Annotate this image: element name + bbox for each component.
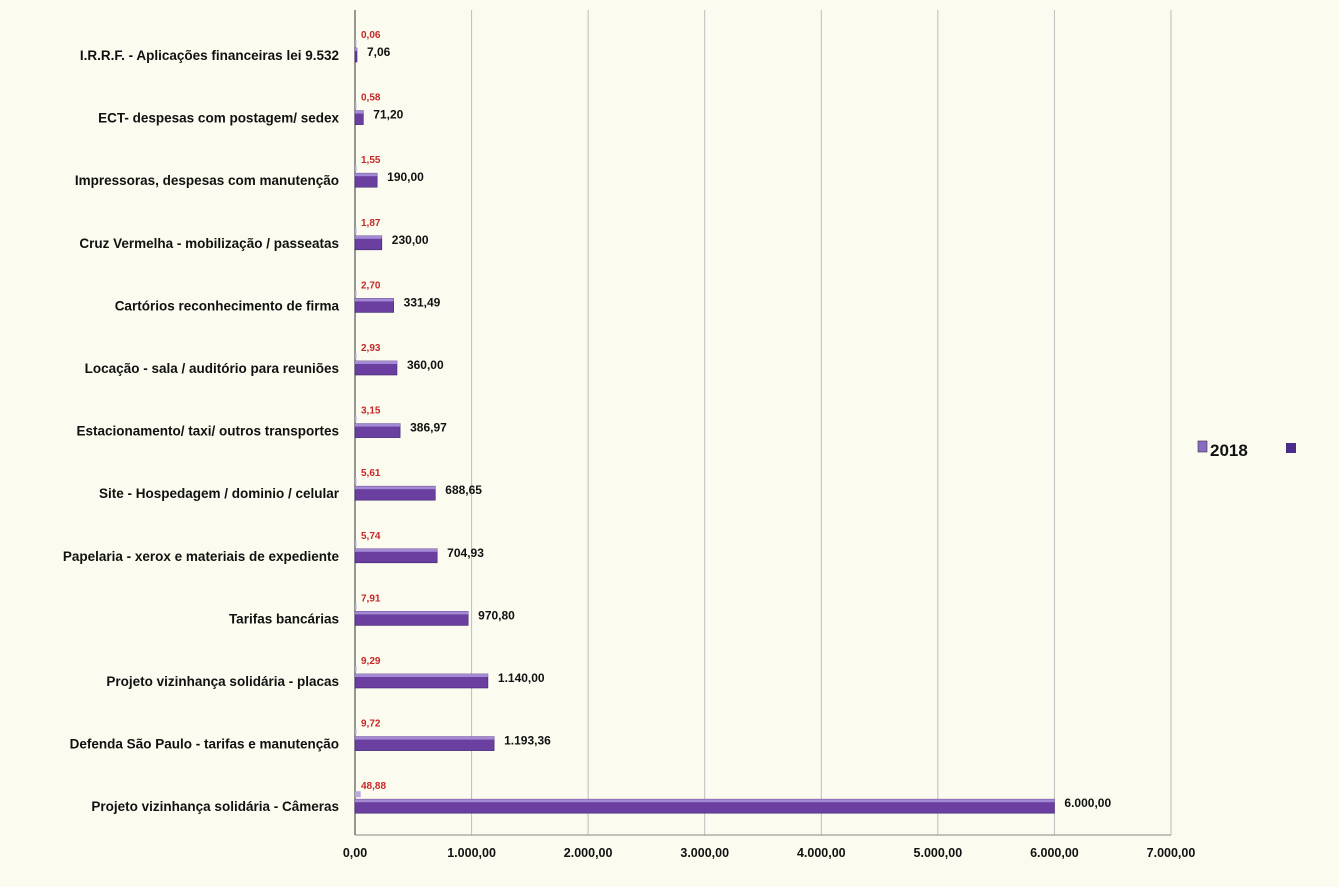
bar-highlight: [355, 298, 394, 302]
x-tick-label: 2.000,00: [564, 846, 613, 860]
value-label: 386,97: [410, 421, 447, 435]
labels: I.R.R.F. - Aplicações financeiras lei 9.…: [63, 30, 1112, 814]
category-label: Cruz Vermelha - mobilização / passeatas: [79, 236, 339, 251]
value-label: 1.140,00: [498, 671, 545, 685]
percent-label: 1,87: [361, 218, 381, 229]
value-label: 1.193,36: [504, 734, 551, 748]
value-label: 6.000,00: [1064, 796, 1111, 810]
percent-label: 9,72: [361, 719, 381, 730]
category-label: Defenda São Paulo - tarifas e manutenção: [70, 737, 339, 752]
value-label: 190,00: [387, 170, 424, 184]
category-label: Locação - sala / auditório para reuniões: [85, 361, 339, 376]
legend-swatch: [1197, 440, 1208, 453]
percent-label: 5,61: [361, 468, 381, 479]
category-label: Cartórios reconhecimento de firma: [115, 298, 340, 313]
value-label: 7,06: [367, 45, 391, 59]
category-label: ECT- despesas com postagem/ sedex: [98, 111, 339, 126]
bar-highlight: [355, 48, 357, 51]
value-label: 704,93: [447, 546, 484, 560]
value-label: 230,00: [392, 233, 429, 247]
bar-percent: [355, 540, 357, 547]
percent-label: 0,58: [361, 93, 381, 104]
percent-label: 7,91: [361, 593, 381, 604]
bar-percent: [355, 40, 357, 46]
bar-highlight: [355, 235, 382, 239]
x-tick-label: 7.000,00: [1147, 846, 1196, 860]
category-label: Projeto vizinhança solidária - Câmeras: [91, 799, 339, 814]
percent-label: 48,88: [361, 781, 386, 792]
bar-percent: [355, 728, 357, 735]
percent-label: 0,06: [361, 30, 381, 41]
gridlines: [354, 10, 1172, 835]
bar-percent: [355, 290, 357, 297]
bar-highlight: [355, 611, 469, 615]
percent-label: 5,74: [361, 531, 381, 542]
category-label: Papelaria - xerox e materiais de expedie…: [63, 549, 340, 564]
x-tick-label: 1.000,00: [447, 846, 496, 860]
legend-label: 2018: [1210, 441, 1248, 460]
x-tick-label: 3.000,00: [680, 846, 729, 860]
category-label: Tarifas bancárias: [229, 611, 339, 626]
x-axis: 0,00 1.000,00 2.000,00 3.000,00 4.000,00 5.00…: [343, 834, 1196, 860]
bar-highlight: [355, 486, 436, 490]
x-tick-label: 0,00: [343, 846, 367, 860]
bar-percent: [355, 165, 357, 172]
bars: [354, 40, 1055, 814]
bar-percent: [355, 102, 357, 109]
x-tick-label: 6.000,00: [1030, 846, 1079, 860]
bar-percent: [355, 353, 357, 359]
bar-percent: [355, 791, 361, 798]
legend: 2018: [1197, 440, 1296, 460]
value-label: 688,65: [445, 483, 482, 497]
category-label: Projeto vizinhança solidária - placas: [106, 674, 339, 689]
percent-label: 9,29: [361, 656, 381, 667]
bar-percent: [355, 603, 357, 610]
value-label: 331,49: [404, 295, 441, 309]
x-tick-label: 5.000,00: [914, 846, 963, 860]
bar-percent: [355, 666, 357, 672]
bar-percent: [355, 415, 357, 422]
bar-highlight: [355, 110, 364, 114]
percent-label: 3,15: [361, 406, 381, 417]
bar-percent: [355, 478, 357, 485]
percent-label: 2,70: [361, 280, 381, 291]
category-label: Impressoras, despesas com manutenção: [75, 173, 339, 188]
bar-highlight: [355, 674, 488, 677]
bar-percent: [355, 227, 357, 234]
category-label: Site - Hospedagem / dominio / celular: [99, 486, 340, 501]
bar-highlight: [355, 799, 1055, 803]
x-tick-label: 4.000,00: [797, 846, 846, 860]
value-label: 360,00: [407, 358, 444, 372]
bar-highlight: [355, 548, 438, 552]
bar-highlight: [355, 173, 378, 177]
value-label: 970,80: [478, 608, 515, 622]
legend-marker: [1286, 443, 1296, 453]
category-label: I.R.R.F. - Aplicações financeiras lei 9.…: [80, 48, 339, 63]
percent-label: 1,55: [361, 155, 381, 166]
percent-label: 2,93: [361, 343, 381, 354]
value-label: 71,20: [373, 108, 403, 122]
bar-highlight: [355, 361, 397, 364]
category-label: Estacionamento/ taxi/ outros transportes: [76, 424, 339, 439]
bar-highlight: [355, 736, 495, 740]
bar-highlight: [355, 423, 401, 427]
